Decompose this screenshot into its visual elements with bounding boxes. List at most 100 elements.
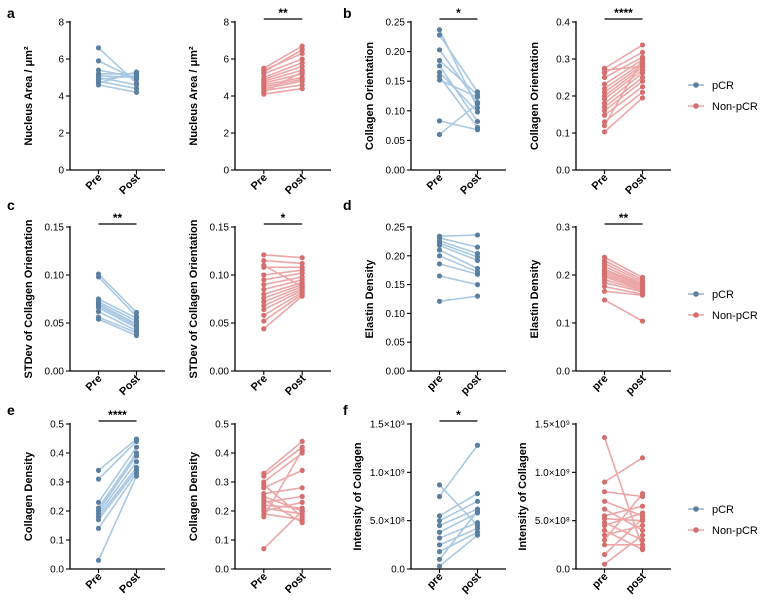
pre-point <box>601 522 608 529</box>
paired-line <box>98 298 137 319</box>
y-axis-label: Elastin Density <box>364 259 376 339</box>
paired-line <box>98 318 137 337</box>
paired-line <box>604 65 643 71</box>
pre-point <box>95 499 102 505</box>
paired-line <box>604 86 643 116</box>
significance-label: * <box>456 6 461 20</box>
pre-point <box>436 32 443 38</box>
y-tick-label: 0.15 <box>386 280 406 291</box>
panel-letter: d <box>343 197 352 213</box>
paired-line <box>604 274 643 290</box>
paired-line <box>438 29 479 109</box>
y-tick-label: 0.3 <box>556 55 570 66</box>
paired-line <box>604 512 643 527</box>
y-tick-label: 0.1 <box>215 536 229 547</box>
post-point <box>474 109 481 115</box>
paired-line <box>263 291 303 317</box>
pre-point <box>261 473 267 479</box>
paired-line <box>439 242 478 258</box>
paired-line <box>97 446 138 503</box>
y-tick-label: 4 <box>223 92 229 103</box>
x-tick-label: Post <box>117 171 143 197</box>
paired-line <box>98 71 137 84</box>
paired-line <box>604 534 643 565</box>
x-tick-label: Post <box>458 171 484 197</box>
pre-point <box>261 272 267 278</box>
post-point <box>474 127 481 133</box>
post-point <box>299 283 305 290</box>
y-axis-label: Intensity of Collagen <box>517 442 529 550</box>
panel-5: 0.00 0.05 0.10 0.15 Pre Post STDev of Collagen… <box>188 211 331 398</box>
pre-point <box>601 537 608 543</box>
pre-point <box>436 131 443 138</box>
pre-point <box>601 551 608 558</box>
pre-point <box>95 58 102 64</box>
pre-point <box>601 479 608 485</box>
pre-point <box>436 518 443 524</box>
paired-line <box>98 316 137 334</box>
paired-line <box>439 500 478 522</box>
paired-line <box>263 45 303 69</box>
paired-line <box>263 446 303 477</box>
paired-line <box>263 295 303 330</box>
pre-point <box>95 517 102 523</box>
x-tick-label: Post <box>283 570 309 596</box>
y-tick-label: 0.3 <box>215 478 229 489</box>
pre-point <box>601 81 608 87</box>
y-tick-label: 0.1 <box>50 536 64 547</box>
paired-line <box>263 449 303 518</box>
pre-point <box>601 532 608 538</box>
post-point <box>299 270 305 276</box>
post-point <box>133 473 140 479</box>
x-tick-label: Post <box>623 171 649 197</box>
pre-point <box>261 295 267 301</box>
y-tick-label: 5.0×10⁸ <box>370 516 405 527</box>
post-point <box>639 42 646 48</box>
pre-point <box>95 525 102 532</box>
pre-point <box>261 282 267 288</box>
paired-line <box>97 475 138 561</box>
paired-line <box>604 56 643 79</box>
paired-line <box>438 71 479 113</box>
paired-line <box>603 518 644 556</box>
legend: pCR Non-pCR <box>688 504 758 537</box>
paired-line <box>439 527 478 546</box>
y-tick-label: 1.0×10⁹ <box>370 468 405 479</box>
panel-letter: e <box>7 402 15 418</box>
pre-point <box>261 546 267 552</box>
legend-label: pCR <box>712 504 734 516</box>
post-point <box>299 86 305 92</box>
y-axis-label: Nucleus Area / μm² <box>23 46 35 146</box>
pre-point <box>601 561 608 567</box>
paired-line <box>97 452 138 509</box>
paired-line <box>604 91 643 123</box>
paired-line <box>604 276 643 291</box>
paired-line <box>263 484 303 518</box>
pre-point <box>601 297 608 303</box>
paired-line <box>97 472 138 529</box>
pre-point <box>436 563 443 569</box>
paired-line <box>97 461 138 515</box>
post-point <box>299 47 305 53</box>
panel-1: 0 2 4 6 8 Pre Post Nucleus Area / μm² ** <box>188 6 331 197</box>
paired-line <box>263 285 303 303</box>
paired-line <box>263 78 303 88</box>
pre-point <box>436 522 443 529</box>
paired-line <box>263 65 303 81</box>
pre-point <box>436 535 443 541</box>
pre-point <box>436 513 443 519</box>
pre-point <box>436 77 443 83</box>
pre-point <box>436 273 443 279</box>
paired-line <box>438 510 479 560</box>
paired-line <box>604 262 643 283</box>
paired-line <box>604 44 643 69</box>
post-point <box>299 63 305 69</box>
post-point <box>299 493 305 500</box>
x-tick-label: pre <box>590 373 611 394</box>
pre-point <box>261 318 267 324</box>
paired-line <box>604 285 643 295</box>
paired-line <box>98 84 137 94</box>
pre-point <box>601 280 608 286</box>
post-point <box>639 78 646 84</box>
